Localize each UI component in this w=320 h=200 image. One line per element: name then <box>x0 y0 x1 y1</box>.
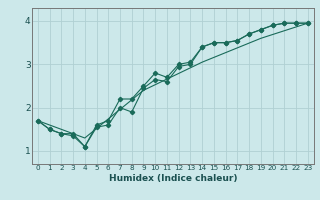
X-axis label: Humidex (Indice chaleur): Humidex (Indice chaleur) <box>108 174 237 183</box>
